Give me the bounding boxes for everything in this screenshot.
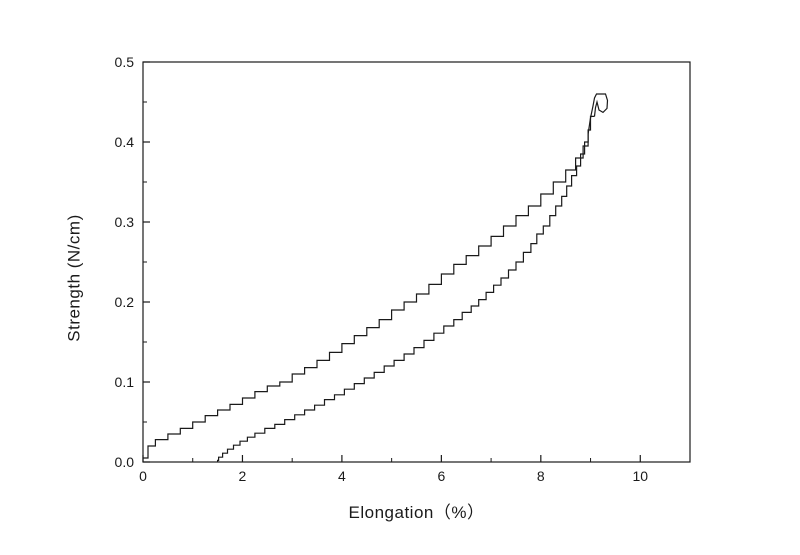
y-tick-label: 0.1 <box>115 374 135 390</box>
x-tick-label: 6 <box>437 468 445 484</box>
x-axis-label: Elongation（%） <box>348 503 485 522</box>
y-tick-label: 0.4 <box>115 134 135 150</box>
x-tick-label: 8 <box>537 468 545 484</box>
series-peak-loop <box>587 93 609 135</box>
x-tick-label: 0 <box>139 468 147 484</box>
y-tick-label: 0.2 <box>115 294 135 310</box>
x-tick-label: 10 <box>632 468 648 484</box>
x-tick-label: 4 <box>338 468 346 484</box>
plot-frame <box>142 61 691 463</box>
y-tick-label: 0.3 <box>115 214 135 230</box>
y-tick-label: 0.0 <box>115 454 135 470</box>
series-loading-curve <box>143 134 589 459</box>
x-tick-label: 2 <box>239 468 247 484</box>
y-axis-label-wrap: Strength (N/cm) <box>60 0 90 555</box>
y-axis-label: Strength (N/cm) <box>65 213 85 342</box>
series-unloading-curve <box>217 115 595 462</box>
y-tick-label: 0.5 <box>115 54 135 70</box>
